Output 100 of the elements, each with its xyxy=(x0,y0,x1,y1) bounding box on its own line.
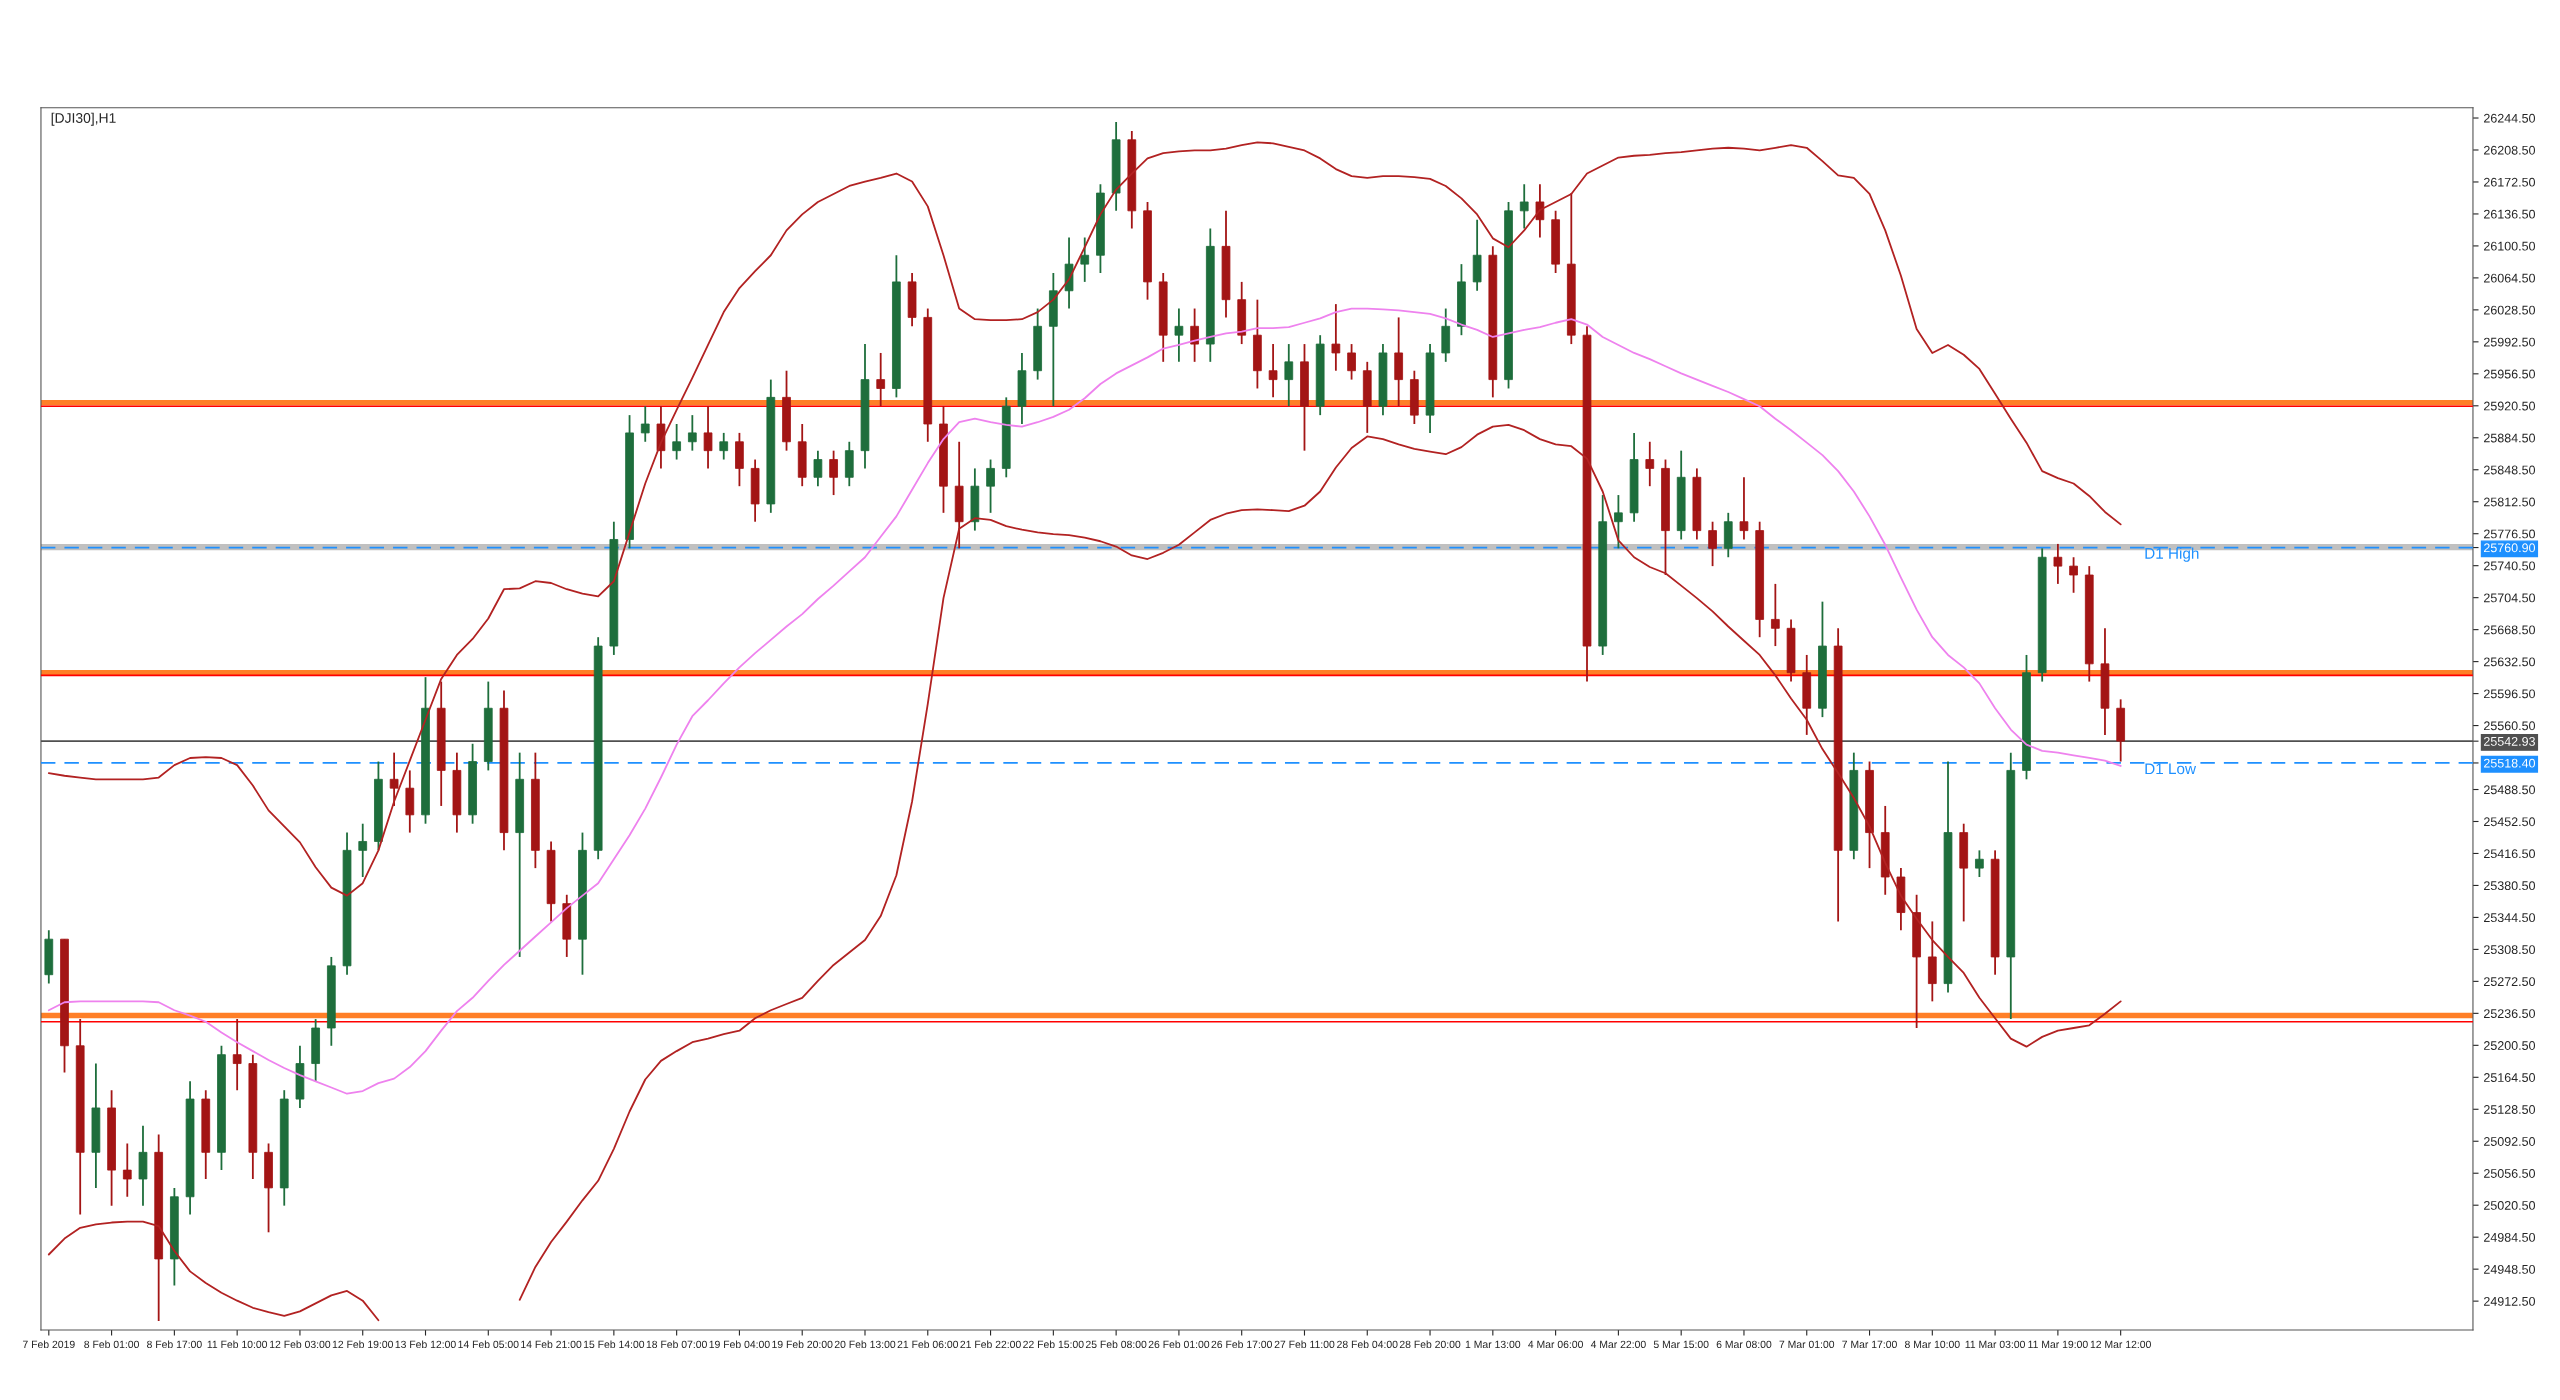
y-tick-label: 25056.50 xyxy=(2484,1169,2536,1178)
candlestick xyxy=(703,405,713,470)
x-tick-label: 25 Feb 08:00 xyxy=(1085,1340,1147,1349)
line-series xyxy=(47,307,2122,1095)
x-tick-label: 18 Feb 07:00 xyxy=(646,1340,707,1349)
y-tick-label: 25518.40 xyxy=(2484,758,2536,768)
candlestick xyxy=(1331,303,1341,372)
x-tick-label: 4 Mar 06:00 xyxy=(1528,1340,1583,1349)
candlestick xyxy=(640,405,650,443)
x-tick-label: 26 Feb 01:00 xyxy=(1148,1340,1210,1349)
y-tick-label: 26136.50 xyxy=(2484,209,2536,219)
x-tick-label: 11 Mar 03:00 xyxy=(1965,1340,2025,1349)
candlestick xyxy=(688,414,697,452)
x-tick-label: 7 Mar 01:00 xyxy=(1779,1340,1835,1349)
y-tick-label: 25542.93 xyxy=(2484,736,2535,746)
candlestick xyxy=(2069,556,2078,594)
candlestick xyxy=(389,751,399,807)
y-tick-label: 26028.50 xyxy=(2484,305,2536,315)
y-tick-label: 25416.50 xyxy=(2484,849,2536,859)
x-tick-label: 19 Feb 04:00 xyxy=(709,1340,770,1349)
candlestick xyxy=(358,822,368,878)
candlestick xyxy=(232,1018,242,1092)
x-tick-label: 8 Feb 01:00 xyxy=(84,1340,139,1349)
candlestick xyxy=(1268,343,1278,399)
y-tick-label: 25164.50 xyxy=(2484,1073,2536,1082)
x-tick-label: 28 Feb 20:00 xyxy=(1399,1340,1461,1349)
y-tick-label: 26244.50 xyxy=(2484,113,2536,123)
x-tick-label: 21 Feb 06:00 xyxy=(897,1340,959,1349)
x-tick-label: 5 Mar 15:00 xyxy=(1653,1340,1709,1349)
line-series xyxy=(47,141,2122,897)
x-tick-label: 4 Mar 22:00 xyxy=(1590,1340,1646,1349)
candlestick xyxy=(1708,520,1717,568)
x-tick-label: 13 Feb 12:00 xyxy=(395,1340,456,1349)
x-tick-label: 1 Mar 13:00 xyxy=(1465,1340,1521,1349)
y-tick-label: 25092.50 xyxy=(2484,1137,2536,1146)
y-tick-label: 25380.50 xyxy=(2484,881,2536,891)
y-tick-label: 26064.50 xyxy=(2484,273,2536,283)
candlestick xyxy=(1080,236,1090,283)
candlestick xyxy=(122,1142,132,1198)
y-tick-label: 26172.50 xyxy=(2484,177,2536,187)
y-tick-label: 25812.50 xyxy=(2484,497,2536,507)
x-tick-label: 15 Feb 14:00 xyxy=(583,1340,645,1349)
x-tick-label: 27 Feb 11:00 xyxy=(1274,1340,1335,1349)
y-tick-label: 24984.50 xyxy=(2484,1232,2536,1242)
y-tick-label: 25760.90 xyxy=(2484,543,2536,553)
y-tick-label: 24912.50 xyxy=(2484,1296,2536,1306)
y-tick-label: 26100.50 xyxy=(2484,241,2536,251)
x-tick-label: 7 Feb 2019 xyxy=(22,1340,75,1349)
candlestick xyxy=(1614,494,1623,550)
y-tick-label: 25236.50 xyxy=(2484,1009,2536,1018)
candlestick xyxy=(1190,307,1199,363)
y-tick-label: 25704.50 xyxy=(2484,593,2536,603)
y-tick-label: 25308.50 xyxy=(2484,945,2536,955)
candlestick xyxy=(1347,343,1356,381)
y-tick-label: 25956.50 xyxy=(2484,369,2536,379)
x-tick-label: 12 Mar 12:00 xyxy=(2090,1340,2151,1349)
ref-line-label: D1 Low xyxy=(2145,763,2197,775)
chart-title: [DJI30],H1 xyxy=(51,112,116,126)
y-tick-label: 25488.50 xyxy=(2484,785,2536,795)
candlestick xyxy=(719,431,729,461)
y-tick-label: 25452.50 xyxy=(2484,817,2536,827)
candlestick xyxy=(1174,307,1184,363)
candlestick xyxy=(672,423,681,461)
y-tick-label: 25740.50 xyxy=(2484,561,2536,571)
y-tick-label: 26208.50 xyxy=(2484,145,2536,155)
y-tick-label: 25560.50 xyxy=(2484,721,2536,731)
y-tick-label: 25272.50 xyxy=(2484,977,2536,987)
x-tick-label: 20 Feb 13:00 xyxy=(834,1340,896,1349)
candlestick xyxy=(1519,183,1529,230)
candlestick xyxy=(1645,440,1655,488)
x-tick-label: 12 Feb 03:00 xyxy=(270,1340,331,1349)
x-tick-label: 14 Feb 21:00 xyxy=(521,1340,582,1349)
x-tick-label: 8 Mar 10:00 xyxy=(1904,1340,1960,1349)
y-tick-label: 25668.50 xyxy=(2484,625,2536,635)
candlestick xyxy=(1771,582,1780,647)
y-tick-label: 25992.50 xyxy=(2484,337,2536,347)
x-tick-label: 12 Feb 19:00 xyxy=(332,1340,394,1349)
x-tick-label: 22 Feb 15:00 xyxy=(1023,1340,1084,1349)
y-tick-label: 25848.50 xyxy=(2484,465,2536,475)
y-tick-label: 24948.50 xyxy=(2484,1264,2536,1274)
x-tick-label: 19 Feb 20:00 xyxy=(772,1340,833,1349)
y-tick-label: 25884.50 xyxy=(2484,433,2536,443)
x-tick-label: 11 Feb 10:00 xyxy=(207,1340,268,1349)
ref-line-label: D1 High xyxy=(2145,547,2199,562)
y-tick-label: 25344.50 xyxy=(2484,913,2536,923)
candlestick xyxy=(1975,849,1984,878)
candlestick xyxy=(813,449,823,488)
x-tick-label: 28 Feb 04:00 xyxy=(1337,1340,1398,1349)
candlestick xyxy=(986,458,995,514)
x-tick-label: 11 Mar 19:00 xyxy=(2028,1340,2088,1349)
y-tick-label: 25020.50 xyxy=(2484,1201,2536,1210)
x-tick-label: 6 Mar 08:00 xyxy=(1716,1340,1772,1349)
x-tick-label: 21 Feb 22:00 xyxy=(960,1340,1021,1349)
x-tick-label: 8 Feb 17:00 xyxy=(147,1340,202,1349)
x-tick-label: 26 Feb 17:00 xyxy=(1211,1340,1272,1349)
y-tick-label: 25596.50 xyxy=(2484,689,2536,699)
x-tick-label: 7 Mar 17:00 xyxy=(1842,1340,1897,1349)
candlestick xyxy=(1284,343,1294,408)
candlestick xyxy=(829,449,838,496)
y-tick-label: 25920.50 xyxy=(2484,401,2536,411)
